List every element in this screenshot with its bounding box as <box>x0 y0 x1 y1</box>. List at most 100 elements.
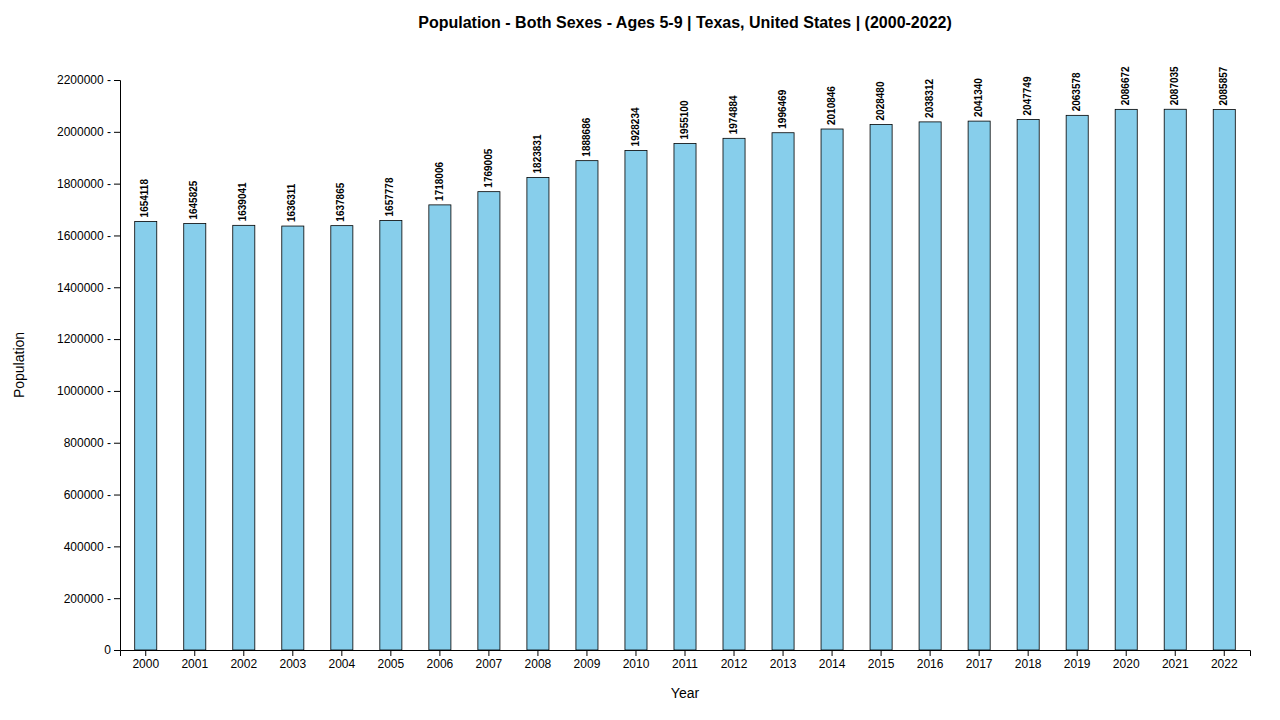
y-tick: 1600000 - <box>57 229 120 243</box>
tick-mark <box>439 650 440 656</box>
x-tick: 2002 <box>230 650 257 671</box>
x-tick-label: 2019 <box>1064 657 1091 671</box>
tick-mark <box>114 495 120 496</box>
data-label: 2086672 <box>1120 66 1131 105</box>
y-tick-label: 1600000 - <box>57 229 111 243</box>
x-tick-label: 2007 <box>476 657 503 671</box>
data-label: 1823831 <box>532 134 543 173</box>
y-tick: 1400000 - <box>57 281 120 295</box>
y-tick: 200000 - <box>64 592 120 606</box>
data-labels: 1654118164582516390411636311163786516577… <box>139 66 1229 222</box>
bar <box>1164 109 1186 650</box>
bar <box>821 129 843 650</box>
tick-mark <box>734 650 735 656</box>
x-tick: 2011 <box>672 650 698 671</box>
x-tick-label: 2011 <box>672 657 698 671</box>
bar <box>1017 119 1039 650</box>
data-label: 1974884 <box>728 95 739 134</box>
x-tick: 2015 <box>868 650 895 671</box>
x-tick-label: 2018 <box>1015 657 1042 671</box>
x-tick: 2004 <box>328 650 355 671</box>
bar <box>380 220 402 650</box>
y-tick: 1800000 - <box>57 177 120 191</box>
y-tick-label: 400000 - <box>64 540 111 554</box>
y-tick-label: 800000 - <box>64 436 111 450</box>
y-tick: 800000 - <box>64 436 120 450</box>
bars <box>135 109 1236 650</box>
tick-mark <box>194 650 195 656</box>
x-tick-label: 2015 <box>868 657 895 671</box>
x-tick-label: 2021 <box>1162 657 1189 671</box>
x-tick: 2003 <box>279 650 306 671</box>
tick-mark <box>114 80 120 81</box>
y-tick: 600000 - <box>64 488 120 502</box>
tick-mark <box>1126 650 1127 656</box>
data-label: 1769005 <box>483 148 494 187</box>
tick-mark <box>292 650 293 656</box>
y-tick-label: 2000000 - <box>57 125 111 139</box>
tick-mark <box>635 650 636 656</box>
data-label: 2087035 <box>1169 66 1180 105</box>
data-label: 2085857 <box>1218 66 1229 105</box>
x-axis-title: Year <box>671 685 700 701</box>
bar <box>478 192 500 650</box>
data-label: 1657778 <box>384 177 395 216</box>
x-tick-label: 2012 <box>721 657 748 671</box>
y-tick: 0 <box>104 643 120 657</box>
x-tick: 2018 <box>1015 650 1042 671</box>
x-tick: 2021 <box>1162 650 1189 671</box>
data-label: 2047749 <box>1022 76 1033 115</box>
data-label: 2010846 <box>826 86 837 125</box>
data-label: 1928234 <box>630 107 641 146</box>
x-tick-label: 2008 <box>525 657 552 671</box>
bar <box>233 225 255 650</box>
tick-mark <box>114 546 120 547</box>
tick-mark <box>881 650 882 656</box>
y-tick-label: 1400000 - <box>57 281 111 295</box>
x-tick-label: 2010 <box>623 657 650 671</box>
bar <box>1115 109 1137 650</box>
bar <box>331 226 353 650</box>
bar <box>723 138 745 650</box>
y-tick-label: 1200000 - <box>57 332 111 346</box>
bar <box>1066 115 1088 650</box>
data-label: 1718006 <box>434 162 445 201</box>
data-label: 2038312 <box>924 79 935 118</box>
tick-mark <box>537 650 538 656</box>
x-tick-label: 2016 <box>917 657 944 671</box>
bar <box>184 224 206 650</box>
tick-mark <box>783 650 784 656</box>
x-tick: 2010 <box>623 650 650 671</box>
plot: 2000200120022003200420052006200720082009… <box>57 66 1251 671</box>
tick-mark <box>832 650 833 656</box>
x-tick: 2017 <box>966 650 993 671</box>
bar <box>870 124 892 650</box>
data-label: 1636311 <box>286 183 297 222</box>
x-tick-label: 2013 <box>770 657 797 671</box>
bar <box>576 161 598 650</box>
data-label: 1955100 <box>679 100 690 139</box>
y-tick: 1000000 - <box>57 384 120 398</box>
y-tick: 2000000 - <box>57 125 120 139</box>
tick-mark <box>341 650 342 656</box>
x-tick: 2012 <box>721 650 748 671</box>
y-tick: 400000 - <box>64 540 120 554</box>
tick-mark <box>243 650 244 656</box>
x-tick-label: 2014 <box>819 657 846 671</box>
x-tick-label: 2005 <box>378 657 405 671</box>
y-tick-label: 2200000 - <box>57 73 111 87</box>
y-axis-title: Population <box>11 332 27 398</box>
axis-line <box>121 651 1251 657</box>
x-tick: 2007 <box>476 650 503 671</box>
x-tick: 2006 <box>427 650 454 671</box>
x-tick: 2016 <box>917 650 944 671</box>
y-tick: 2200000 - <box>57 73 120 87</box>
tick-mark <box>114 184 120 185</box>
data-label: 1888686 <box>581 117 592 156</box>
x-tick: 2019 <box>1064 650 1091 671</box>
x-tick: 2013 <box>770 650 797 671</box>
bar <box>625 150 647 650</box>
bar <box>135 221 157 650</box>
x-tick-label: 2017 <box>966 657 993 671</box>
data-label: 2028480 <box>875 81 886 120</box>
